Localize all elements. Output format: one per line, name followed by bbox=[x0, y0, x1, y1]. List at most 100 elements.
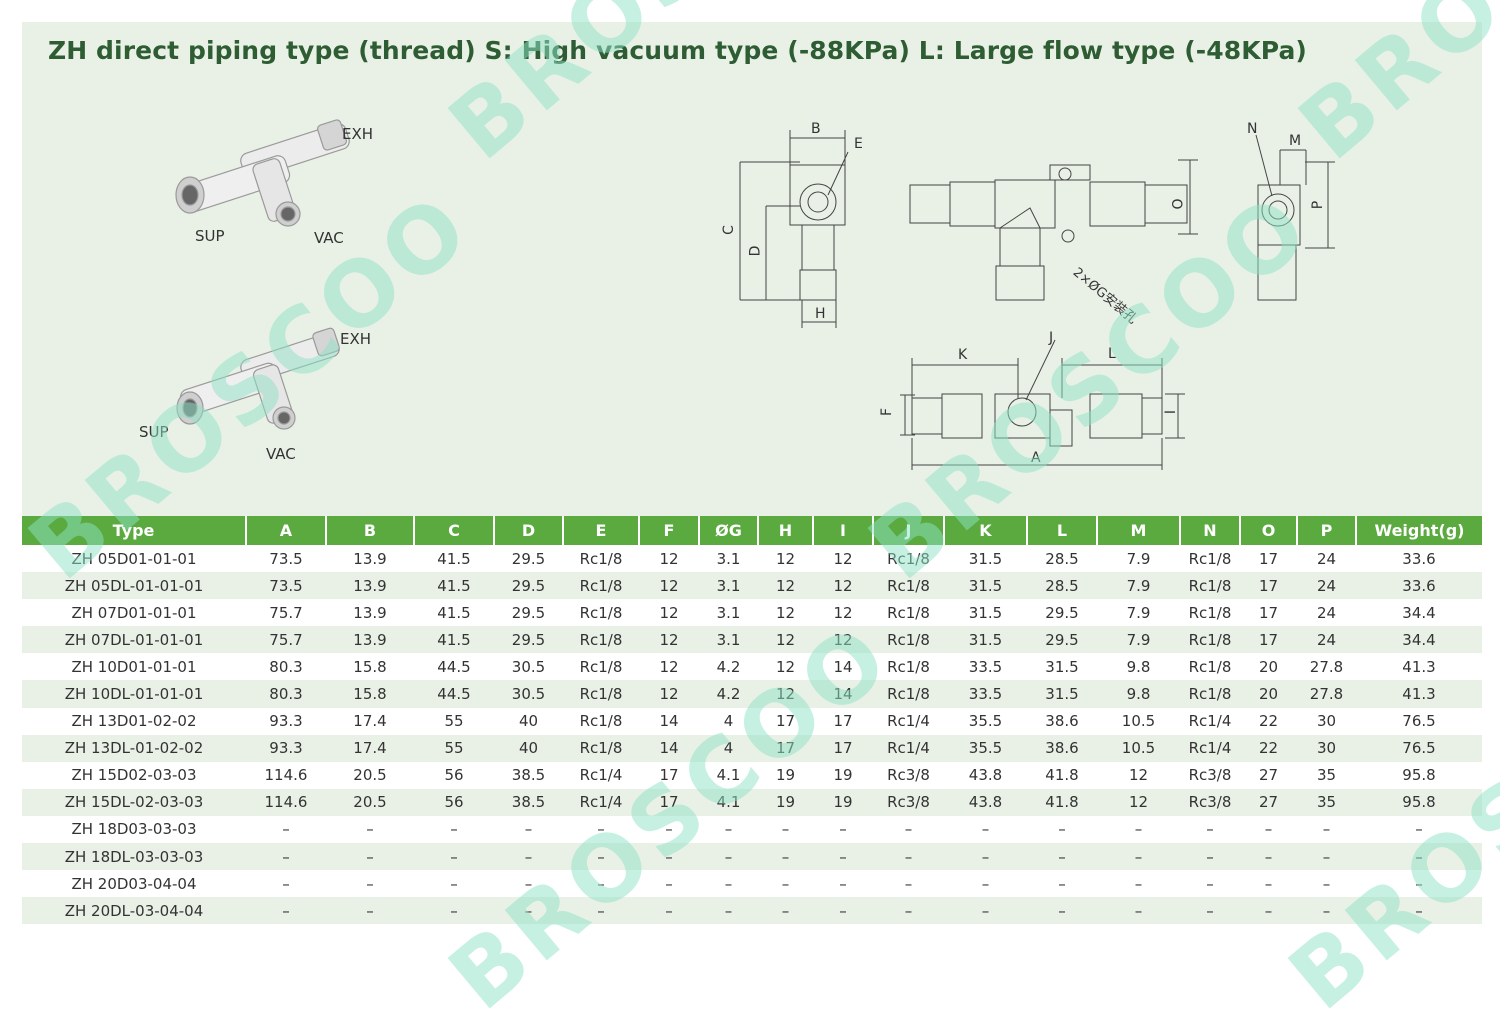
value-cell: Rc3/8 bbox=[873, 789, 944, 816]
value-cell: – bbox=[873, 843, 944, 870]
value-cell: – bbox=[1097, 897, 1180, 924]
column-header: E bbox=[563, 516, 639, 545]
value-cell: 38.6 bbox=[1027, 735, 1097, 762]
value-cell: 73.5 bbox=[246, 572, 326, 599]
column-header: L bbox=[1027, 516, 1097, 545]
value-cell: 28.5 bbox=[1027, 545, 1097, 572]
value-cell: 12 bbox=[758, 599, 813, 626]
value-cell: 17 bbox=[1240, 626, 1297, 653]
value-cell: Rc1/8 bbox=[1180, 653, 1240, 680]
value-cell: 27.8 bbox=[1297, 680, 1356, 707]
value-cell: 31.5 bbox=[1027, 653, 1097, 680]
dim-label-m: M bbox=[1289, 133, 1301, 149]
value-cell: – bbox=[873, 870, 944, 897]
value-cell: – bbox=[1180, 816, 1240, 843]
value-cell: 34.4 bbox=[1356, 626, 1482, 653]
column-header: ØG bbox=[699, 516, 758, 545]
dim-label-j: J bbox=[1049, 330, 1053, 346]
value-cell: 15.8 bbox=[326, 653, 414, 680]
value-cell: 15.8 bbox=[326, 680, 414, 707]
value-cell: 28.5 bbox=[1027, 572, 1097, 599]
value-cell: 20.5 bbox=[326, 762, 414, 789]
value-cell: 17 bbox=[1240, 599, 1297, 626]
value-cell: 56 bbox=[414, 789, 494, 816]
value-cell: 30.5 bbox=[494, 680, 563, 707]
value-cell: – bbox=[1097, 843, 1180, 870]
value-cell: Rc1/8 bbox=[563, 545, 639, 572]
value-cell: 30 bbox=[1297, 735, 1356, 762]
value-cell: 4 bbox=[699, 708, 758, 735]
column-header: C bbox=[414, 516, 494, 545]
value-cell: – bbox=[494, 843, 563, 870]
value-cell: 41.3 bbox=[1356, 680, 1482, 707]
dim-label-n: N bbox=[1247, 121, 1257, 137]
column-header: J bbox=[873, 516, 944, 545]
spec-table: Type A B C D E F ØG H I J K L M N O P Weight(g) ZH 05D01-… bbox=[22, 516, 1482, 924]
value-cell: Rc1/4 bbox=[1180, 735, 1240, 762]
value-cell: – bbox=[326, 843, 414, 870]
value-cell: Rc3/8 bbox=[1180, 762, 1240, 789]
value-cell: – bbox=[813, 816, 873, 843]
value-cell: 38.6 bbox=[1027, 708, 1097, 735]
table-row: ZH 18DL-03-03-03– – – – – – – – – – – – – – – – – bbox=[22, 843, 1482, 870]
value-cell: 19 bbox=[813, 789, 873, 816]
table-header-row: Type A B C D E F ØG H I J K L M N O P Weight(g) bbox=[22, 516, 1482, 545]
value-cell: 17 bbox=[758, 735, 813, 762]
value-cell: 12 bbox=[639, 653, 699, 680]
table-row: ZH 15DL-02-03-03 114.6 20.5 56 38.5 Rc1/4 17 4.… bbox=[22, 789, 1482, 816]
value-cell: – bbox=[944, 816, 1027, 843]
value-cell: 20 bbox=[1240, 653, 1297, 680]
value-cell: 3.1 bbox=[699, 626, 758, 653]
value-cell: – bbox=[1356, 816, 1482, 843]
value-cell: 30 bbox=[1297, 708, 1356, 735]
value-cell: – bbox=[494, 816, 563, 843]
value-cell: – bbox=[1240, 897, 1297, 924]
value-cell: 7.9 bbox=[1097, 599, 1180, 626]
value-cell: 27.8 bbox=[1297, 653, 1356, 680]
column-header: B bbox=[326, 516, 414, 545]
value-cell: 41.5 bbox=[414, 572, 494, 599]
value-cell: 9.8 bbox=[1097, 680, 1180, 707]
value-cell: 33.6 bbox=[1356, 545, 1482, 572]
column-header: Type bbox=[22, 516, 246, 545]
dim-label-i: I bbox=[1163, 410, 1179, 414]
table-row: ZH 18D03-03-03– – – – – – – – – – – – – – – – – bbox=[22, 816, 1482, 843]
value-cell: – bbox=[1027, 843, 1097, 870]
value-cell: 38.5 bbox=[494, 789, 563, 816]
value-cell: 17 bbox=[813, 735, 873, 762]
value-cell: – bbox=[699, 897, 758, 924]
value-cell: 12 bbox=[813, 626, 873, 653]
value-cell: 12 bbox=[758, 545, 813, 572]
value-cell: Rc1/8 bbox=[873, 680, 944, 707]
table-row: ZH 13D01-02-02 93.3 17.4 55 40 Rc1/8 14 4 17 17 Rc… bbox=[22, 708, 1482, 735]
type-cell: ZH 15D02-03-03 bbox=[22, 762, 246, 789]
type-cell: ZH 10DL-01-01-01 bbox=[22, 680, 246, 707]
value-cell: – bbox=[1297, 870, 1356, 897]
value-cell: – bbox=[326, 870, 414, 897]
value-cell: – bbox=[699, 843, 758, 870]
table-row: ZH 05D01-01-01 73.5 13.9 41.5 29.5 Rc1/8 12 3.1… bbox=[22, 545, 1482, 572]
dim-label-f: F bbox=[879, 408, 895, 416]
value-cell: 12 bbox=[639, 545, 699, 572]
column-header: N bbox=[1180, 516, 1240, 545]
value-cell: – bbox=[246, 897, 326, 924]
page-title: ZH direct piping type (thread) S: High v… bbox=[48, 36, 1307, 65]
value-cell: – bbox=[1180, 843, 1240, 870]
value-cell: 43.8 bbox=[944, 762, 1027, 789]
value-cell: 3.1 bbox=[699, 545, 758, 572]
value-cell: 4.2 bbox=[699, 680, 758, 707]
value-cell: 30.5 bbox=[494, 653, 563, 680]
value-cell: – bbox=[246, 816, 326, 843]
value-cell: Rc1/4 bbox=[873, 735, 944, 762]
value-cell: 4 bbox=[699, 735, 758, 762]
value-cell: Rc1/8 bbox=[1180, 572, 1240, 599]
value-cell: – bbox=[944, 870, 1027, 897]
value-cell: 12 bbox=[758, 680, 813, 707]
value-cell: – bbox=[494, 870, 563, 897]
value-cell: 33.5 bbox=[944, 653, 1027, 680]
value-cell: – bbox=[639, 870, 699, 897]
column-header: M bbox=[1097, 516, 1180, 545]
value-cell: Rc1/8 bbox=[563, 708, 639, 735]
value-cell: 35.5 bbox=[944, 735, 1027, 762]
value-cell: – bbox=[326, 897, 414, 924]
